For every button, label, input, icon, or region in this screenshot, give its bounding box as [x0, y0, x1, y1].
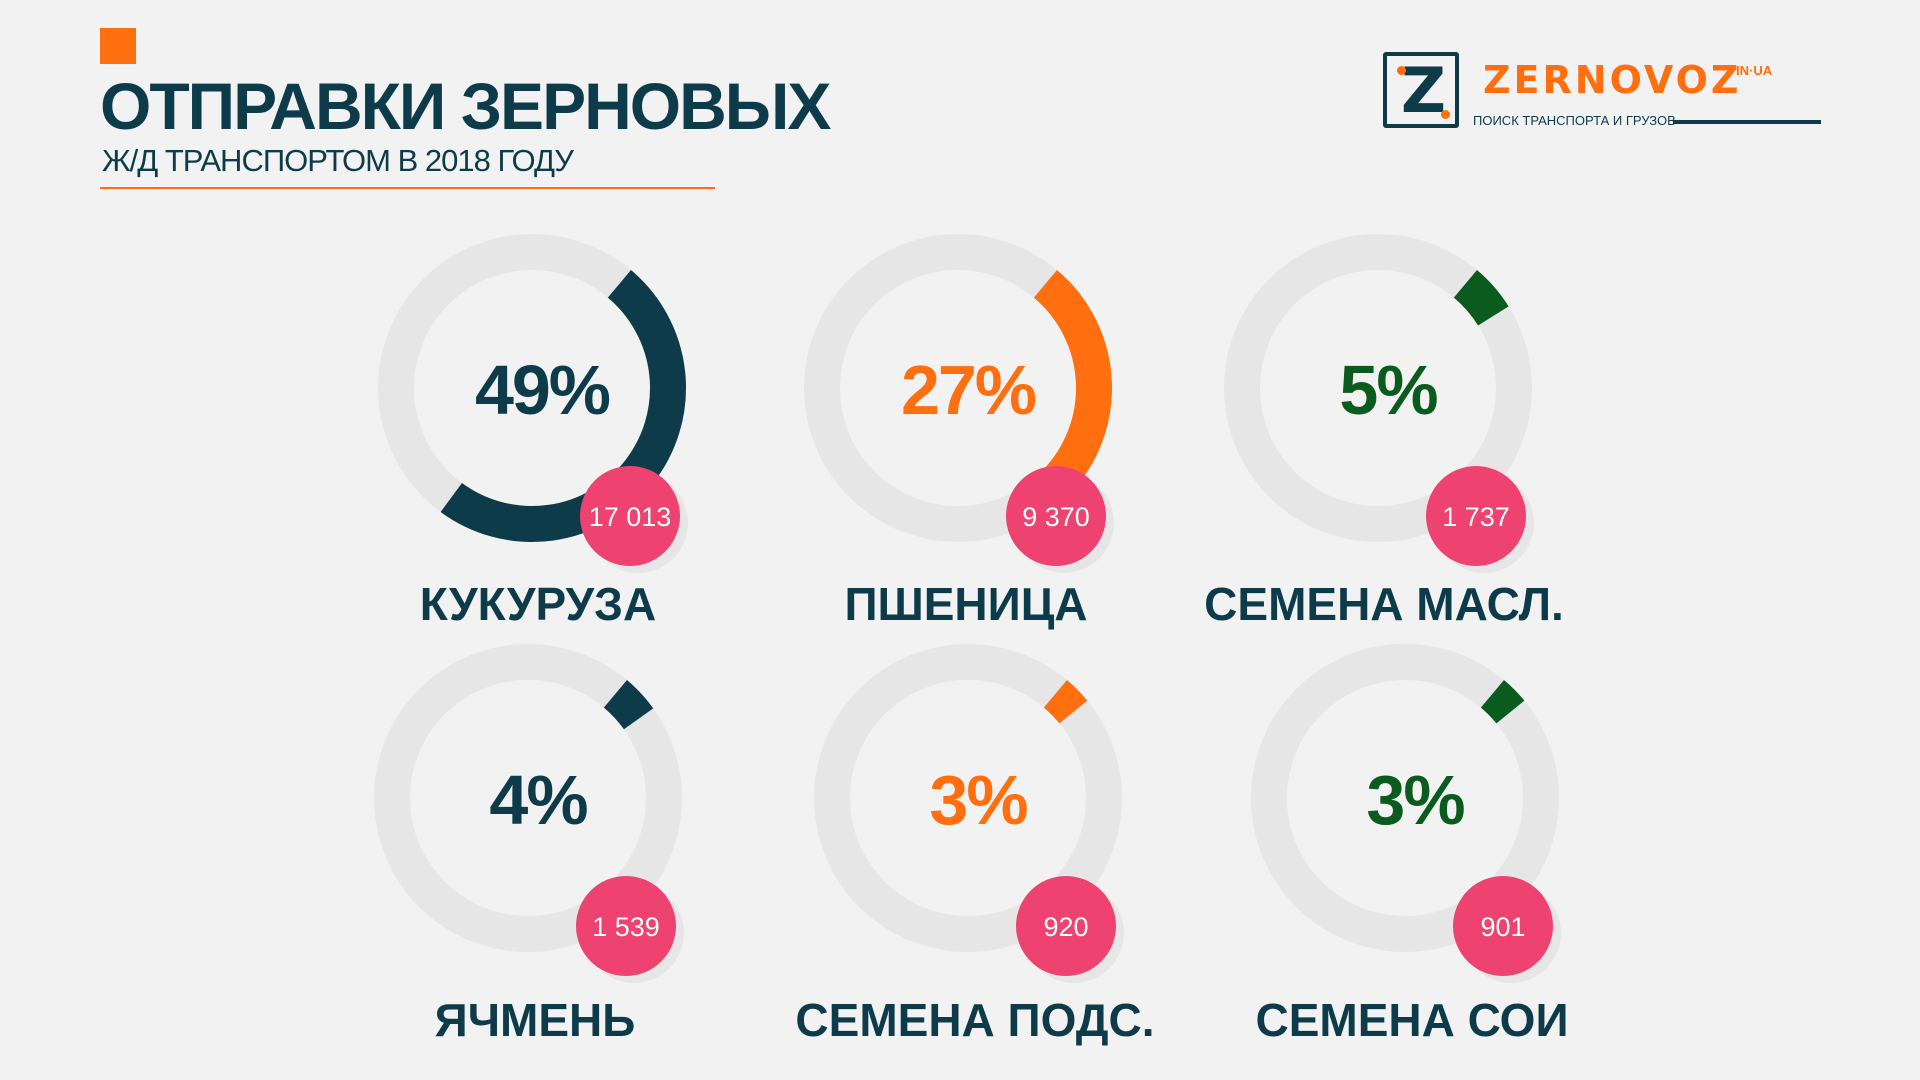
logo-dot-top: [1397, 66, 1406, 75]
donut-percent-label: 49%: [475, 351, 610, 429]
value-badge: [1453, 876, 1553, 976]
donut-track: [374, 644, 682, 952]
value-badge: [1426, 466, 1526, 566]
logo-name: ZERNOVOZ: [1483, 58, 1742, 102]
value-badge-label: 1 539: [592, 912, 660, 942]
donut-slice: [603, 680, 654, 730]
donut-5: 3% 920 СЕМЕНА ПОДС.: [795, 644, 1155, 1046]
donut-slice: [1453, 270, 1509, 326]
donut-2: 27% 9 370 ПШЕНИЦА: [804, 234, 1114, 630]
category-label: СЕМЕНА ПОДС.: [795, 994, 1154, 1046]
value-badge: [1006, 466, 1106, 566]
logo-underline: [1673, 120, 1821, 124]
logo-letter: Z: [1401, 54, 1446, 127]
logo-tagline: ПОИСК ТРАНСПОРТА И ГРУЗОВ: [1473, 113, 1676, 128]
value-badge: [576, 876, 676, 976]
value-badge: [580, 466, 680, 566]
logo-domain: IN·UA: [1736, 63, 1773, 78]
category-label: ПШЕНИЦА: [844, 578, 1087, 630]
value-badge: [1016, 876, 1116, 976]
donut-4: 4% 1 539 ЯЧМЕНЬ: [374, 644, 684, 1046]
category-label: СЕМЕНА МАСЛ.: [1204, 578, 1564, 630]
category-label: СЕМЕНА СОИ: [1255, 994, 1568, 1046]
logo: Z ZERNOVOZ IN·UA ПОИСК ТРАНСПОРТА И ГРУЗ…: [1383, 52, 1823, 142]
donut-slice: [1043, 680, 1088, 724]
donut-slice: [1033, 270, 1112, 501]
page-title: ОТПРАВКИ ЗЕРНОВЫХ: [100, 69, 831, 143]
donut-percent-label: 5%: [1339, 351, 1437, 429]
donut-percent-label: 27%: [901, 351, 1036, 429]
logo-dot-bottom: [1441, 110, 1450, 119]
donut-track: [814, 644, 1122, 952]
donut-track: [1251, 644, 1559, 952]
category-label: КУКУРУЗА: [420, 578, 656, 630]
donut-3: 5% 1 737 СЕМЕНА МАСЛ.: [1204, 234, 1564, 630]
subtitle-underline: [100, 187, 715, 189]
donut-track: [1224, 234, 1532, 542]
value-badge-label: 17 013: [589, 502, 672, 532]
value-badge-label: 901: [1480, 912, 1525, 942]
donut-slice: [1480, 680, 1525, 724]
donut-percent-label: 3%: [1366, 761, 1464, 839]
category-label: ЯЧМЕНЬ: [435, 994, 636, 1046]
logo-mark: Z: [1383, 52, 1459, 128]
donut-1: 49% 17 013 КУКУРУЗА: [378, 234, 688, 630]
donut-percent-label: 4%: [489, 761, 587, 839]
value-badge-label: 1 737: [1442, 502, 1510, 532]
page-subtitle: Ж/Д ТРАНСПОРТОМ В 2018 ГОДУ: [102, 143, 574, 178]
accent-square: [100, 28, 136, 64]
value-badge-label: 920: [1043, 912, 1088, 942]
donut-percent-label: 3%: [929, 761, 1027, 839]
donut-6: 3% 901 СЕМЕНА СОИ: [1251, 644, 1569, 1046]
value-badge-label: 9 370: [1022, 502, 1090, 532]
